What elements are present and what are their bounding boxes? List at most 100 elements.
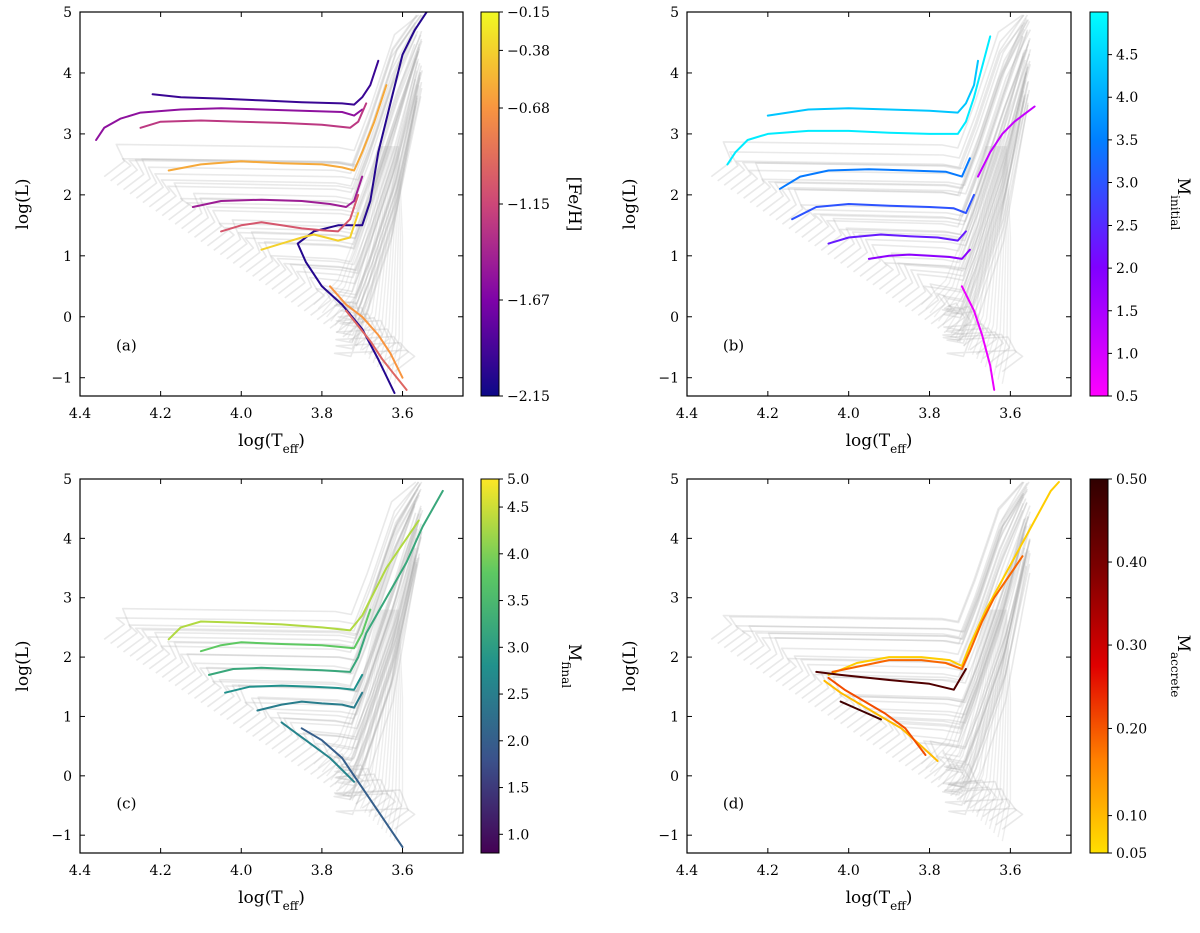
series-line-2: [151, 59, 380, 106]
background-track: [801, 501, 1028, 700]
y-tick-label: 3: [63, 127, 72, 143]
background-track: [1001, 609, 1012, 842]
colorbar-tick-label: 0.5: [1116, 389, 1138, 405]
background-track: [290, 70, 423, 303]
background-track: [833, 515, 1029, 721]
background-track: [730, 481, 1025, 653]
y-tick-label: 4: [63, 531, 72, 547]
background-track: [364, 146, 392, 355]
x-tick-label: 3.8: [918, 406, 940, 422]
background-track: [317, 145, 381, 310]
background-track: [155, 488, 422, 674]
series-line-4: [791, 193, 975, 221]
background-track: [316, 71, 422, 321]
background-track: [364, 609, 392, 813]
background-track: [393, 609, 404, 842]
background-track: [911, 72, 1028, 312]
background-track: [967, 146, 999, 351]
background-track: [323, 81, 423, 325]
panel-b: 4.4 4.2 4.0 3.8 3.6 −1 0 1 2 3 4 5 log(Teff) log(L) (b…: [620, 5, 1193, 456]
background-track: [840, 511, 1031, 725]
plot-area: [710, 481, 1060, 842]
colorbar-tick-label: 5.0: [507, 472, 529, 488]
x-tick-label: 3.8: [311, 863, 333, 879]
series-line-4: [139, 102, 368, 129]
background-track: [372, 146, 394, 364]
background-track-grid: [710, 481, 1032, 842]
background-track: [334, 554, 417, 797]
panel-label: (a): [116, 336, 137, 354]
colorbar-tick-label: 2.0: [507, 734, 529, 750]
x-tick-label: 4.2: [149, 863, 171, 879]
series-line-3: [779, 157, 971, 190]
background-track: [265, 58, 420, 286]
background-track: [943, 97, 1026, 351]
background-track: [775, 29, 1032, 221]
background-track: [372, 609, 394, 822]
background-track: [963, 146, 998, 347]
background-track: [142, 14, 424, 204]
y-tick-label: −1: [51, 828, 72, 844]
background-track: [945, 551, 1028, 797]
x-tick-label: 4.0: [838, 863, 860, 879]
series-line-2: [766, 59, 979, 117]
y-axis-label: log(L): [620, 640, 640, 691]
background-track: [135, 22, 416, 199]
y-tick-label: 4: [63, 66, 72, 82]
panel-label: (d): [723, 794, 744, 812]
background-track: [317, 609, 381, 769]
background-track: [326, 145, 383, 318]
background-track: [393, 146, 404, 384]
background-track: [946, 102, 1029, 373]
x-tick-label: 4.0: [230, 406, 252, 422]
background-track: [937, 80, 1027, 329]
background-track: [359, 609, 391, 809]
background-track: [355, 609, 390, 805]
plot-frame: [686, 478, 1072, 854]
background-track: [277, 65, 423, 295]
background-track: [946, 94, 1029, 355]
background-track: [853, 49, 1032, 273]
background-track: [335, 553, 421, 792]
background-track: [245, 51, 420, 273]
series-line-1: [167, 519, 420, 641]
background-track: [866, 518, 1025, 742]
background-track: [181, 34, 418, 230]
background-track: [736, 482, 1028, 657]
background-track: [335, 95, 418, 364]
background-track: [339, 96, 422, 355]
background-track: [976, 609, 1001, 818]
background-track: [245, 513, 420, 733]
background-track: [814, 509, 1024, 708]
y-tick-label: 1: [63, 709, 72, 725]
background-track: [946, 146, 994, 330]
background-track: [277, 531, 423, 754]
background-track: [335, 100, 418, 368]
background-track: [168, 494, 420, 683]
colorbar-gradient: [480, 478, 500, 854]
x-tick-label: 4.4: [676, 863, 698, 879]
background-track: [904, 66, 1029, 308]
x-tick-label: 4.4: [676, 406, 698, 422]
series-line-1: [827, 481, 1060, 676]
panel-c: 4.4 4.2 4.0 3.8 3.6 −1 0 1 2 3 4 5 log(Teff) log(L) (c…: [13, 472, 584, 913]
y-tick-label: 2: [670, 650, 679, 666]
background-track: [239, 48, 421, 269]
series-line-1: [726, 35, 992, 166]
background-track: [389, 146, 402, 380]
y-tick-label: 5: [670, 472, 679, 488]
background-track: [717, 14, 1025, 182]
background-track: [336, 557, 419, 801]
background-track: [723, 14, 1025, 186]
series-line-10: [345, 309, 408, 391]
colorbar-tick-label: 1.5: [507, 781, 529, 797]
background-track: [984, 146, 1003, 368]
background-track: [187, 500, 416, 695]
background-track: [781, 28, 1025, 225]
background-track: [946, 609, 994, 789]
background-track: [200, 38, 423, 243]
background-track: [129, 484, 421, 657]
background-track: [898, 66, 1029, 303]
colorbar-tick-label: −0.68: [507, 101, 550, 117]
y-tick-label: 3: [670, 127, 679, 143]
